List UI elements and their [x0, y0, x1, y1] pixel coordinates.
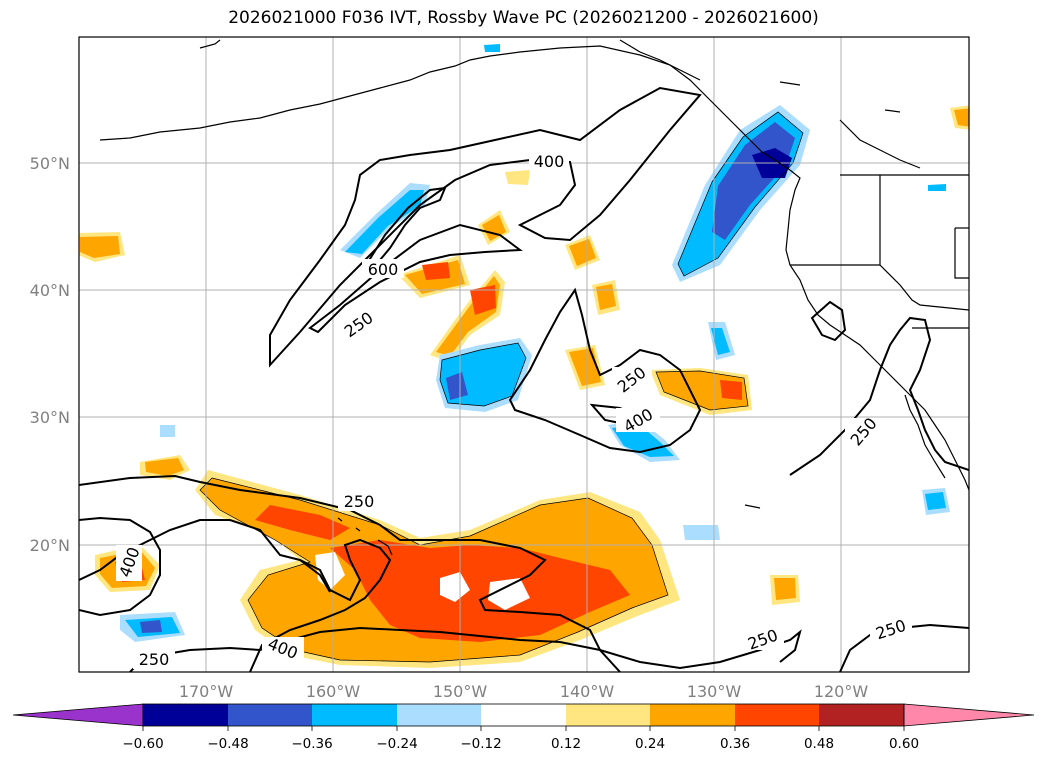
colorbar-segment [12, 703, 144, 727]
shading-outlines [199, 111, 804, 663]
colorbar-segment [903, 703, 1035, 727]
lon-label: 120°W [814, 682, 869, 701]
contour-label: 250 [344, 492, 375, 511]
lon-label: 130°W [687, 682, 742, 701]
contour-label: 400 [534, 152, 565, 171]
colorbar: −0.60 −0.48 −0.36 −0.24 −0.12 0.12 0.24 … [12, 703, 1035, 752]
contour-label-group: 400 600 250 250 400 250 250 400 250 400 … [115, 152, 912, 669]
map-title: 2026021000 F036 IVT, Rossby Wave PC (202… [228, 8, 819, 28]
colorbar-tick: −0.60 [122, 736, 163, 752]
colorbar-segment [228, 704, 312, 726]
contour-label: 250 [139, 650, 170, 669]
colorbar-segment [397, 704, 481, 726]
colorbar-segment [819, 704, 904, 726]
colorbar-segment [735, 704, 819, 726]
colorbar-segment [650, 704, 735, 726]
lon-label: 150°W [433, 682, 488, 701]
lat-label: 30°N [30, 408, 70, 427]
colorbar-tick: −0.24 [376, 736, 417, 752]
colorbar-tick: −0.12 [460, 736, 501, 752]
lon-label: 140°W [560, 682, 615, 701]
colorbar-tick: −0.48 [207, 736, 248, 752]
coastlines [99, 39, 969, 556]
plot-frame [78, 36, 970, 673]
colorbar-tick: −0.36 [291, 736, 332, 752]
lat-label: 20°N [30, 536, 70, 555]
colorbar-tick: 0.60 [889, 736, 919, 752]
gridlines [79, 37, 969, 672]
colorbar-segment [481, 704, 566, 726]
lat-label: 50°N [30, 154, 70, 173]
contour-label: 600 [368, 260, 399, 279]
lon-label: 160°W [306, 682, 361, 701]
lon-label: 170°W [179, 682, 234, 701]
colorbar-tick: 0.24 [635, 736, 665, 752]
colorbar-segment [566, 704, 650, 726]
longitude-labels: 170°W 160°W 150°W 140°W 130°W 120°W [179, 682, 869, 701]
colorbar-tick: 0.12 [551, 736, 581, 752]
latitude-labels: 50°N 40°N 30°N 20°N [30, 154, 70, 555]
lat-label: 40°N [30, 281, 70, 300]
colorbar-segment [312, 704, 397, 726]
colorbar-segment [143, 704, 228, 726]
colorbar-tick: 0.48 [804, 736, 834, 752]
colorbar-tick: 0.36 [720, 736, 750, 752]
